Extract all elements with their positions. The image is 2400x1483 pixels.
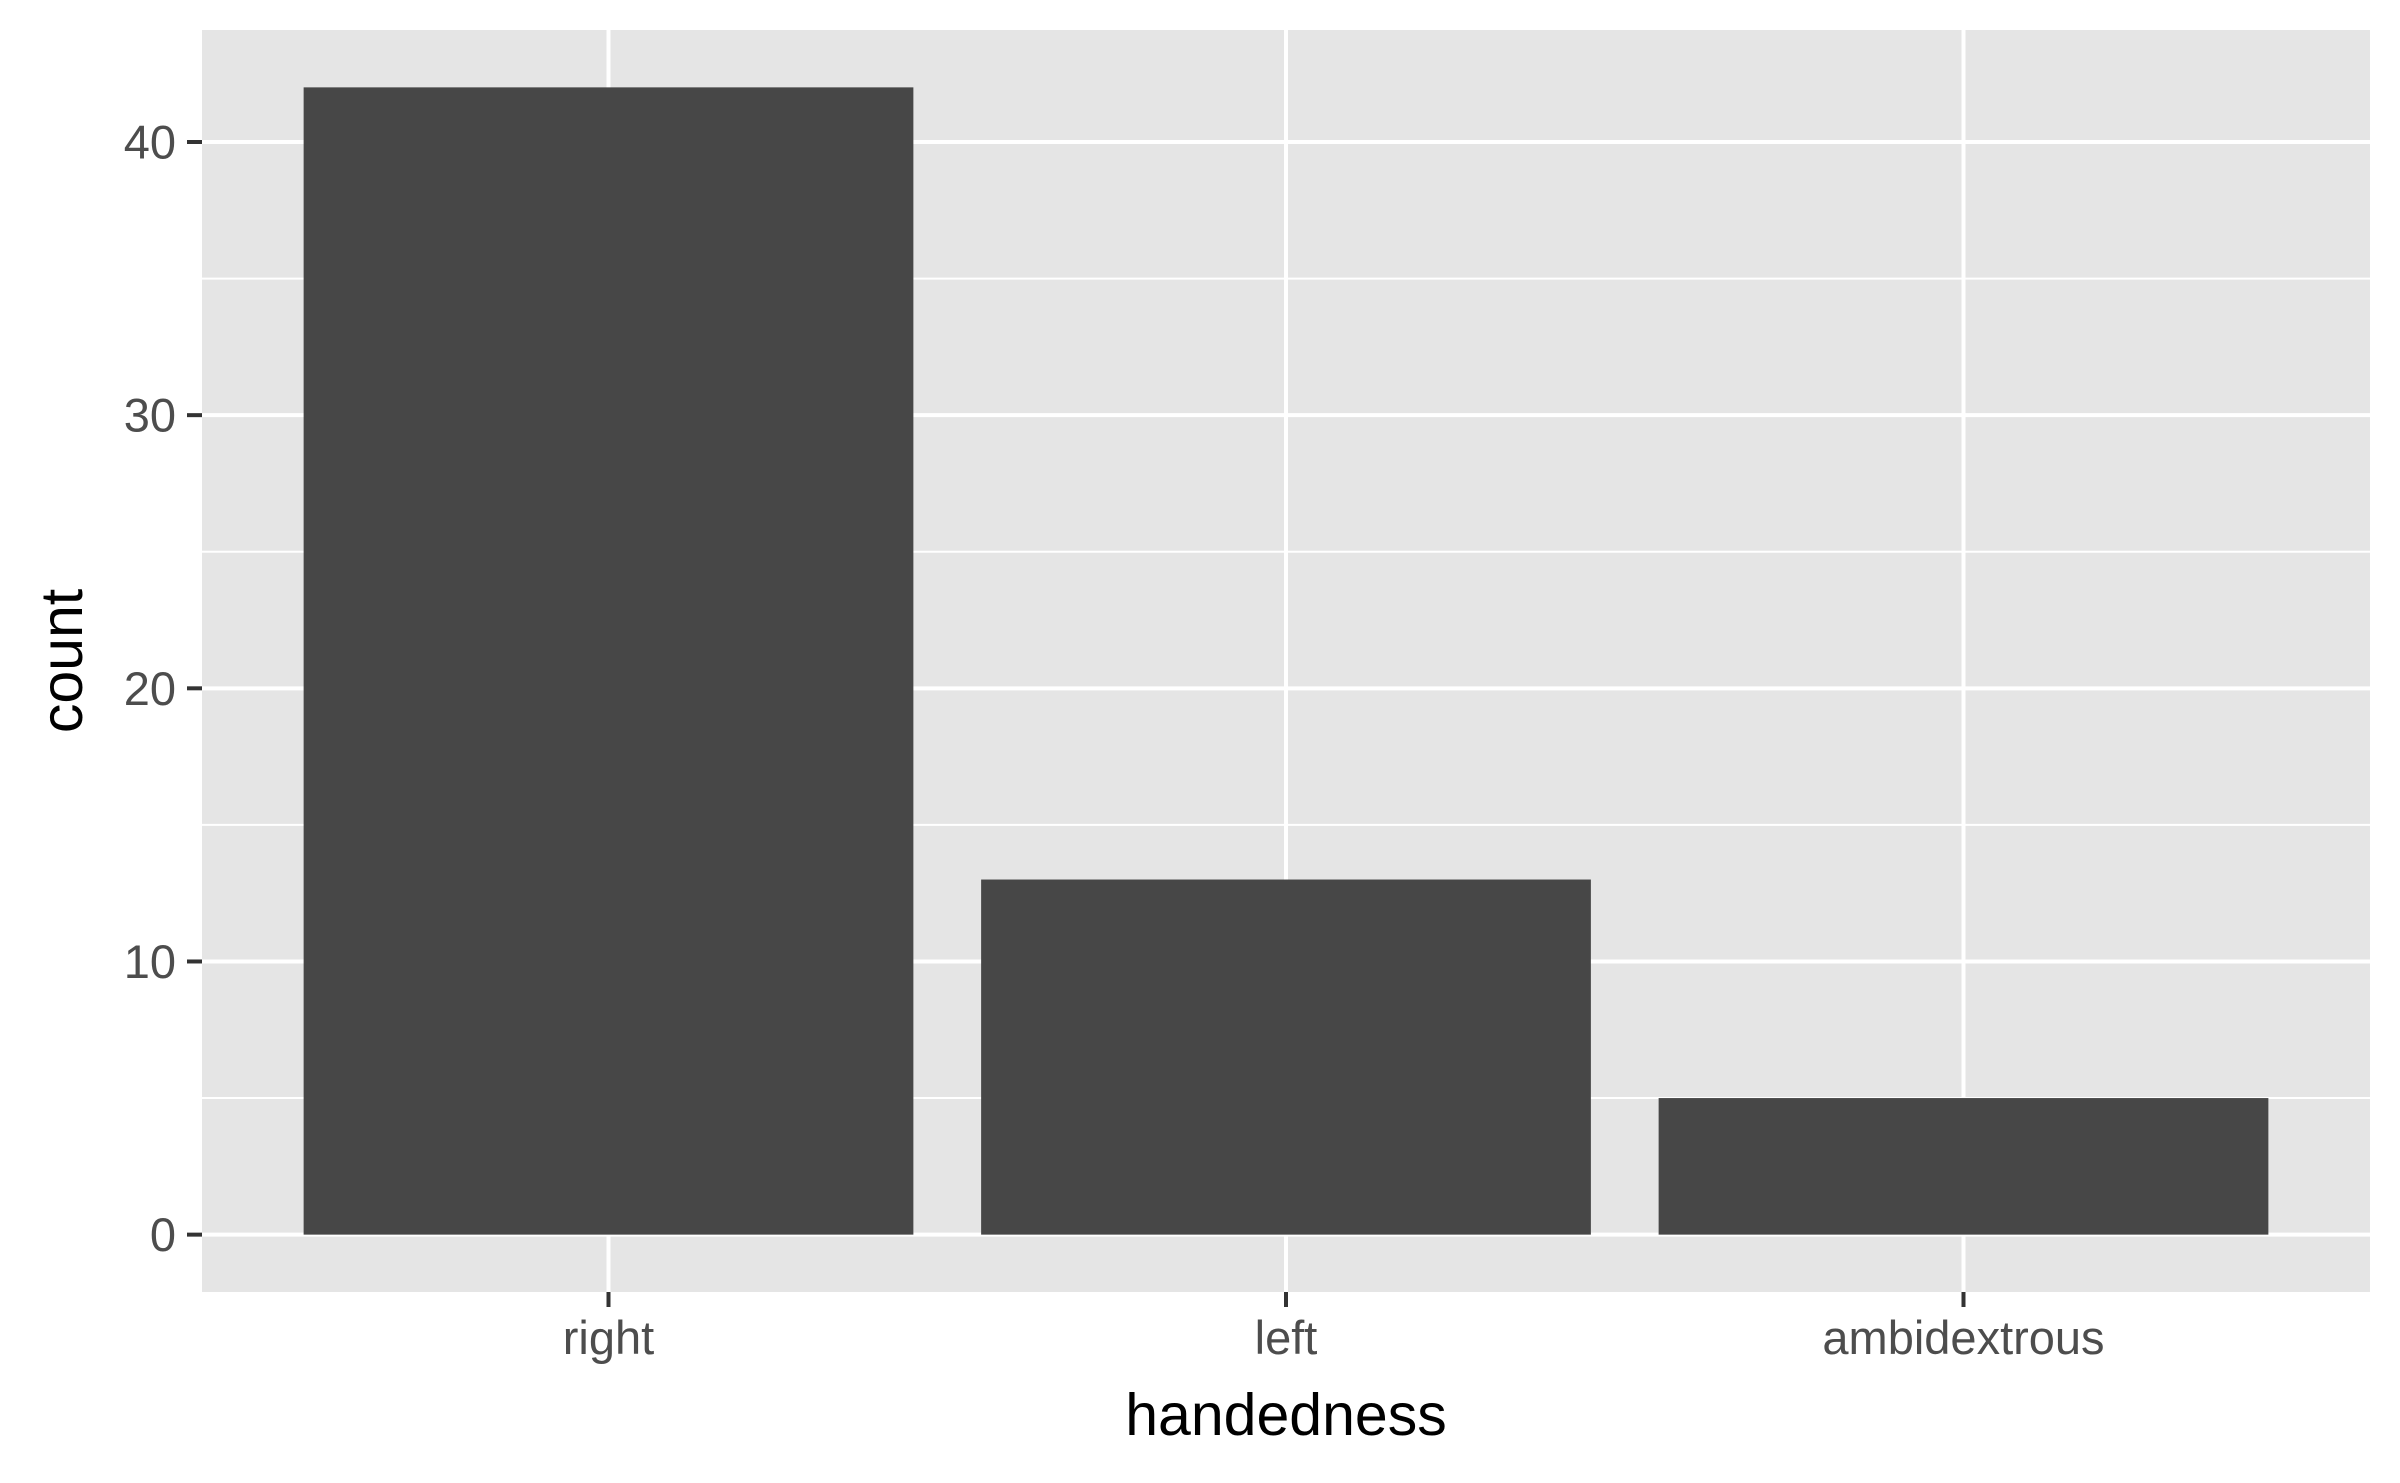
x-axis: right left ambidextrous xyxy=(563,1292,2105,1364)
bar-right xyxy=(303,87,914,1235)
x-tick-label-left: left xyxy=(1255,1311,1318,1364)
bars-group xyxy=(303,87,2269,1235)
y-tick-label: 20 xyxy=(124,662,176,715)
y-axis-title: count xyxy=(29,589,95,733)
y-tick-label: 0 xyxy=(150,1208,176,1261)
y-axis: 0 10 20 30 40 xyxy=(124,115,202,1261)
x-tick-label-ambidextrous: ambidextrous xyxy=(1822,1311,2104,1364)
y-tick-label: 40 xyxy=(124,115,176,168)
y-tick-label: 10 xyxy=(124,935,176,988)
x-tick-label-right: right xyxy=(563,1311,654,1364)
bar-ambidextrous xyxy=(1658,1098,2269,1235)
bar-left xyxy=(981,879,1591,1235)
x-axis-title: handedness xyxy=(1125,1382,1447,1448)
y-tick-label: 30 xyxy=(124,389,176,442)
